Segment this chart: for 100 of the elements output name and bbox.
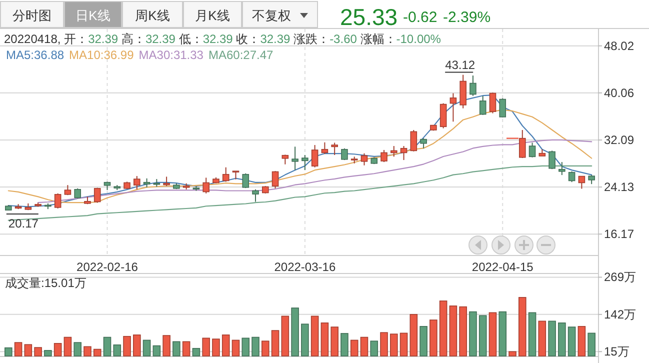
bar <box>123 336 131 356</box>
candlestick <box>331 142 338 156</box>
bar <box>578 326 586 356</box>
text: 分时图 <box>12 8 52 23</box>
candlestick <box>311 144 318 168</box>
bar <box>558 322 566 356</box>
bar <box>310 316 319 356</box>
annotation: 20.17 <box>8 216 39 230</box>
candlestick <box>460 74 466 109</box>
bar <box>301 324 309 356</box>
candlestick <box>94 187 101 204</box>
candlestick <box>588 174 595 185</box>
bar <box>113 344 122 356</box>
bar <box>390 334 398 356</box>
candlestick <box>252 188 259 202</box>
bar <box>14 342 22 356</box>
bar <box>44 350 52 356</box>
bar <box>488 312 497 356</box>
y-tick-label: 40.06 <box>604 86 634 100</box>
bar <box>538 320 546 356</box>
bar <box>133 334 141 356</box>
bar <box>103 336 112 356</box>
bar <box>222 334 230 356</box>
y-tick-label: 16.17 <box>604 227 634 242</box>
bar <box>54 343 62 356</box>
text: MA30:31.33 <box>138 48 204 62</box>
candlestick <box>548 150 556 170</box>
candlestick <box>558 162 566 176</box>
candlestick <box>470 75 476 96</box>
candlestick <box>578 176 586 190</box>
bar <box>252 336 260 356</box>
line-series <box>38 139 592 204</box>
text: 20220418, 开：32.39 高：32.39 低：32.39 收：32.39 涨跌：-3.60 涨幅：-10.00% <box>4 32 441 46</box>
bar <box>192 348 200 356</box>
bar <box>370 340 378 356</box>
candlestick <box>74 188 81 199</box>
candlestick <box>242 172 250 189</box>
bar <box>142 340 151 356</box>
bar <box>430 320 438 356</box>
bar <box>380 332 388 356</box>
annotation: 43.12 <box>445 58 476 72</box>
text: 日K线 <box>76 8 110 23</box>
bar <box>4 347 12 356</box>
candlestick <box>479 95 486 116</box>
candlestick <box>528 142 536 158</box>
y-tick-label: 269万 <box>604 270 636 284</box>
candlestick <box>222 166 230 182</box>
bar <box>162 335 170 356</box>
candlestick <box>400 146 408 161</box>
line-series <box>8 165 592 221</box>
bar <box>478 315 487 356</box>
text: MA60:27.47 <box>208 48 274 62</box>
bar <box>340 333 348 356</box>
x-tick-label: 2022-03-16 <box>274 260 336 274</box>
bar <box>242 338 250 356</box>
annotation: 25.33 <box>340 4 398 30</box>
bar <box>439 300 448 356</box>
bar <box>281 316 290 356</box>
bar <box>518 297 526 356</box>
y-tick-label: 48.02 <box>604 38 634 53</box>
candlestick <box>202 177 210 194</box>
text: -0.62 <box>403 9 438 26</box>
bar <box>360 336 368 356</box>
bar <box>400 332 408 356</box>
bar <box>320 322 329 356</box>
text: MA10:36.99 <box>69 48 134 62</box>
y-tick-label: 32.09 <box>604 132 634 147</box>
bar <box>182 341 190 356</box>
bar <box>588 332 596 356</box>
bar <box>202 338 210 356</box>
x-tick-label: 2022-04-15 <box>472 260 534 274</box>
bar <box>212 338 220 356</box>
text: 周K线 <box>135 8 170 23</box>
text: MA5:36.88 <box>6 48 64 62</box>
candlestick <box>499 98 506 118</box>
candlestick <box>302 154 308 171</box>
candlestick <box>360 152 368 166</box>
bar <box>548 320 556 356</box>
bar <box>528 312 536 356</box>
bar <box>64 336 72 356</box>
y-tick-label: 15万 <box>604 344 630 359</box>
candlestick <box>163 176 170 187</box>
bar <box>24 344 32 356</box>
bar <box>420 326 428 356</box>
y-tick-label: 142万 <box>604 307 636 322</box>
candlestick <box>282 154 289 165</box>
bar <box>568 326 576 356</box>
candlestick <box>420 138 427 149</box>
bar <box>469 311 477 356</box>
bar <box>34 347 42 356</box>
bar <box>74 342 82 356</box>
candlestick <box>272 170 279 189</box>
bar <box>261 340 270 356</box>
candlestick <box>440 102 447 129</box>
bar <box>291 308 299 356</box>
candlestick <box>292 146 298 171</box>
text: 不复权 <box>252 8 291 23</box>
y-tick-label: 24.13 <box>604 180 634 194</box>
bar <box>232 340 240 356</box>
text: -2.39% <box>443 9 491 26</box>
